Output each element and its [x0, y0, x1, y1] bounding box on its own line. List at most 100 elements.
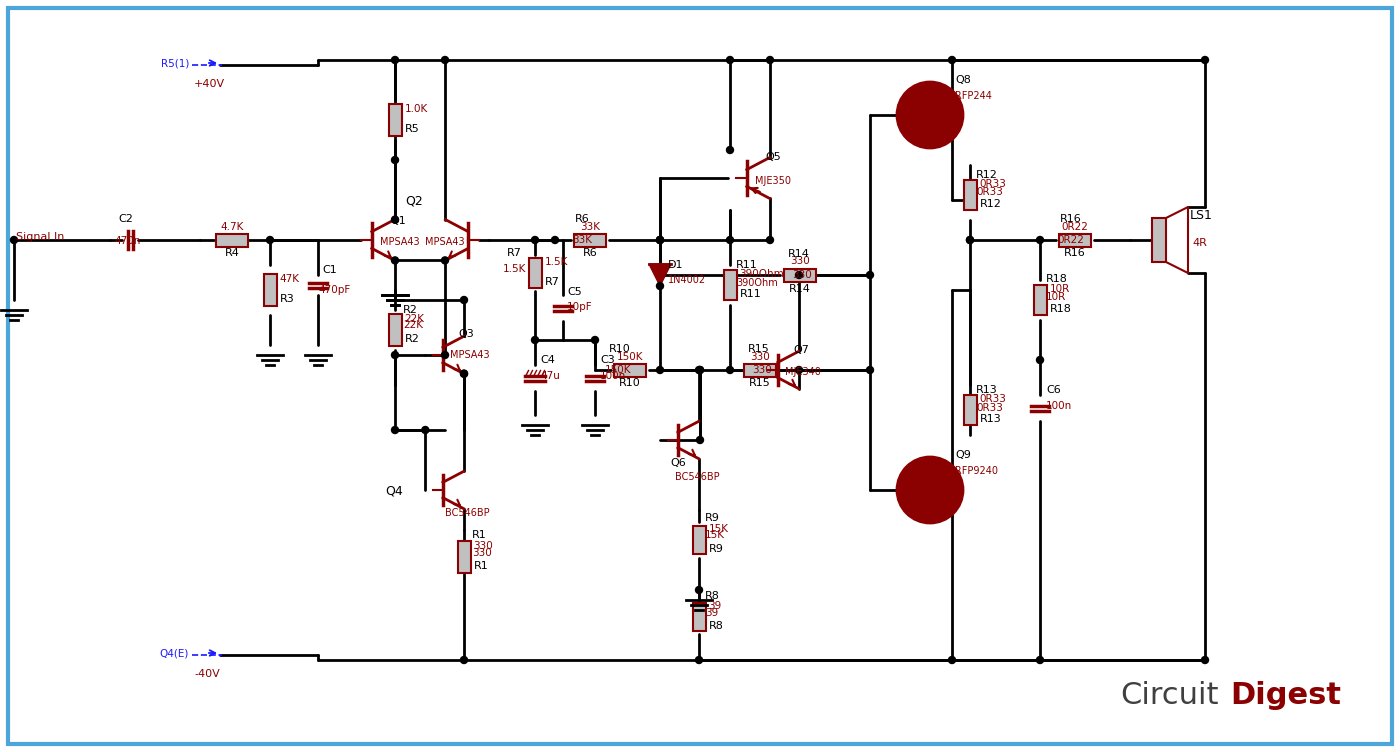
Bar: [574, 234, 606, 247]
Text: 15K: 15K: [708, 524, 728, 534]
Text: 470pF: 470pF: [318, 285, 350, 295]
Text: R3: R3: [280, 294, 294, 304]
Circle shape: [1036, 356, 1043, 363]
Polygon shape: [650, 264, 671, 286]
Text: Q4: Q4: [385, 485, 403, 498]
Text: R2: R2: [405, 334, 420, 344]
Bar: [724, 270, 736, 300]
Circle shape: [897, 457, 963, 523]
Text: +40V: +40V: [195, 79, 225, 89]
Text: Digest: Digest: [1231, 681, 1341, 710]
Circle shape: [392, 351, 399, 359]
Text: Q1: Q1: [391, 216, 406, 226]
Text: R6: R6: [575, 214, 589, 224]
Circle shape: [421, 426, 428, 433]
Text: R10: R10: [619, 378, 641, 389]
Text: MPSA43: MPSA43: [426, 237, 465, 247]
Text: Q6: Q6: [671, 458, 686, 468]
Bar: [615, 363, 645, 377]
Text: 390Ohm: 390Ohm: [739, 269, 784, 279]
Text: R14: R14: [788, 249, 809, 259]
Text: Q7: Q7: [792, 345, 809, 355]
Text: LS1: LS1: [1190, 209, 1212, 222]
Text: 330: 330: [473, 541, 493, 551]
Text: R8: R8: [706, 591, 720, 601]
Bar: [1033, 285, 1047, 315]
Text: R1: R1: [473, 561, 489, 571]
Polygon shape: [939, 110, 946, 120]
Circle shape: [532, 336, 539, 344]
Text: Q8: Q8: [955, 75, 970, 85]
Circle shape: [867, 366, 874, 374]
Text: 0R33: 0R33: [980, 179, 1007, 189]
Text: R4: R4: [224, 248, 239, 259]
Text: C3: C3: [601, 355, 615, 365]
Text: Q9: Q9: [955, 450, 970, 460]
Circle shape: [461, 370, 468, 378]
Bar: [743, 363, 776, 377]
Circle shape: [1036, 656, 1043, 663]
Circle shape: [461, 656, 468, 663]
Circle shape: [795, 366, 802, 374]
Text: MJE340: MJE340: [785, 367, 820, 377]
Text: R13: R13: [980, 414, 1001, 424]
Text: 0R22: 0R22: [1057, 235, 1084, 245]
Text: 330: 330: [750, 351, 770, 362]
Circle shape: [461, 296, 468, 304]
Text: 10R: 10R: [1050, 284, 1070, 294]
Circle shape: [697, 366, 703, 374]
Text: R12: R12: [980, 199, 1001, 209]
Text: MPSA43: MPSA43: [449, 350, 490, 360]
Text: 33K: 33K: [580, 222, 601, 232]
Circle shape: [532, 236, 539, 244]
Text: 470n: 470n: [113, 236, 140, 246]
Text: Q2: Q2: [405, 195, 423, 208]
Text: 10R: 10R: [1046, 292, 1067, 302]
Circle shape: [441, 56, 448, 63]
Circle shape: [795, 271, 802, 278]
Text: 100n: 100n: [1046, 401, 1072, 411]
Text: C4: C4: [540, 355, 554, 365]
Text: C2: C2: [118, 214, 133, 224]
Text: 15K: 15K: [706, 530, 725, 540]
Text: 150K: 150K: [605, 365, 631, 375]
Text: R5(1): R5(1): [161, 58, 189, 68]
Circle shape: [867, 271, 874, 278]
Circle shape: [461, 370, 468, 378]
Bar: [1058, 234, 1091, 247]
Circle shape: [441, 351, 448, 359]
Circle shape: [727, 366, 734, 374]
Text: -40V: -40V: [195, 669, 220, 679]
Text: BC546BP: BC546BP: [445, 508, 490, 518]
Circle shape: [392, 257, 399, 264]
Text: 150K: 150K: [617, 351, 643, 362]
Text: Circuit: Circuit: [1120, 681, 1218, 710]
Text: R18: R18: [1046, 274, 1068, 284]
Bar: [693, 526, 706, 554]
Text: Q4(E): Q4(E): [160, 648, 189, 658]
Text: C1: C1: [322, 265, 337, 275]
Text: R15: R15: [749, 378, 771, 389]
Text: IRFP9240: IRFP9240: [952, 466, 998, 476]
Circle shape: [1036, 236, 1043, 244]
Text: 330: 330: [752, 365, 771, 375]
Text: 0R33: 0R33: [980, 394, 1007, 404]
Circle shape: [657, 236, 664, 244]
Circle shape: [696, 587, 703, 593]
Text: R5: R5: [405, 124, 419, 134]
Text: 330: 330: [472, 548, 491, 558]
Text: R6: R6: [582, 248, 598, 259]
Text: 4R: 4R: [1191, 238, 1207, 248]
Text: 0R33: 0R33: [976, 187, 1002, 197]
Text: C6: C6: [1046, 385, 1061, 395]
Text: 0R33: 0R33: [976, 403, 1002, 413]
Circle shape: [392, 216, 399, 223]
Text: C5: C5: [567, 287, 582, 297]
Bar: [963, 395, 977, 425]
Text: 10pF: 10pF: [567, 302, 592, 312]
Text: R12: R12: [976, 170, 998, 180]
Text: 0R22: 0R22: [1061, 222, 1088, 232]
Circle shape: [266, 236, 273, 244]
Text: R9: R9: [706, 513, 720, 523]
Text: R13: R13: [976, 385, 998, 395]
